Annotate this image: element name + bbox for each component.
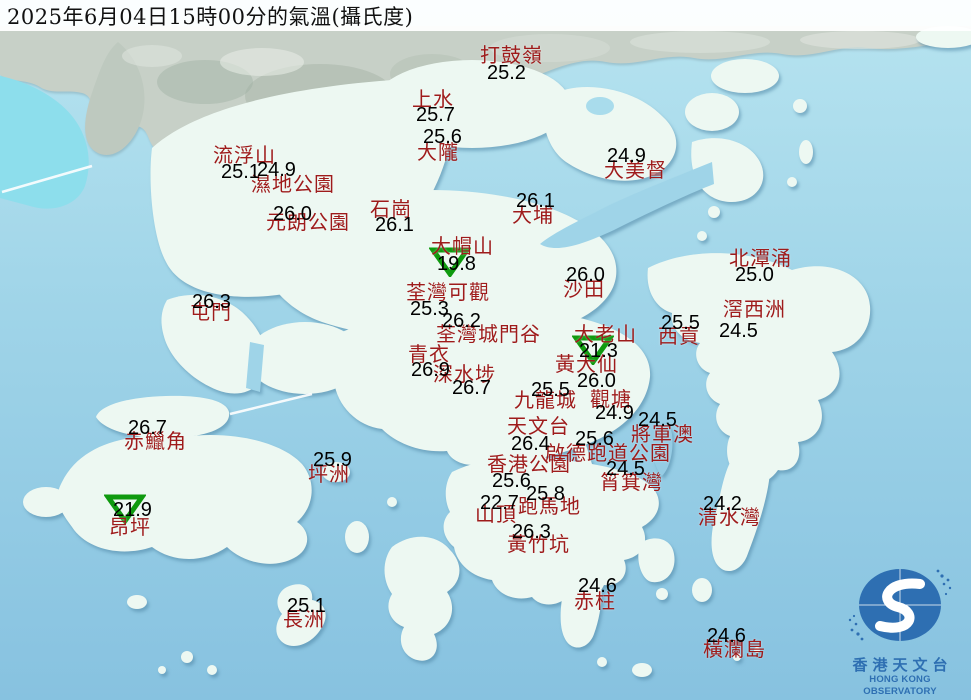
station-name-label: 深水埗	[433, 362, 496, 386]
temperature-value: 26.2	[442, 310, 481, 332]
temperature-value: 26.3	[512, 521, 551, 543]
temperature-value: 24.6	[707, 625, 746, 647]
temperature-value: 25.6	[575, 428, 614, 450]
bridge-lines	[1, 164, 313, 416]
temperature-value: 26.7	[128, 417, 167, 439]
station-name-label: 天文台	[507, 414, 570, 438]
station-name-label: 流浮山	[213, 143, 276, 167]
temperature-value: 26.3	[192, 291, 231, 313]
hko-logo-name-zh: 香港天文台	[852, 655, 953, 674]
station-name-label: 元朗公園	[266, 210, 350, 234]
page-title: 2025年6月04日15時00分的氣溫(攝氏度)	[7, 4, 414, 29]
temperature-value: 25.6	[492, 470, 531, 492]
temperature-value: 24.5	[606, 458, 645, 480]
station-name-label: 橫瀾島	[703, 637, 766, 661]
hko-logo-icon	[848, 568, 952, 641]
temperature-value: 24.9	[595, 402, 634, 424]
station-name-label: 大美督	[604, 158, 667, 182]
temperature-value: 26.0	[273, 203, 312, 225]
hong-kong-land	[23, 26, 971, 677]
title-bar: 2025年6月04日15時00分的氣溫(攝氏度)	[0, 0, 971, 31]
station-name-label: 大老山	[574, 322, 637, 346]
station-name-label: 觀塘	[590, 387, 632, 411]
temperature-value: 24.2	[703, 493, 742, 515]
station-name-label: 昂坪	[109, 515, 151, 539]
station-name-label: 清水灣	[698, 505, 761, 529]
station-name-label: 香港公園	[487, 452, 571, 476]
station-name-label: 長洲	[283, 607, 325, 631]
temperature-value: 26.9	[411, 359, 450, 381]
station-name-label: 筲箕灣	[600, 470, 663, 494]
hko-logo-name-en: HONG KONG OBSERVATORY	[863, 674, 937, 697]
station-name-label: 赤柱	[574, 589, 616, 613]
station-name-label: 跑馬地	[518, 494, 581, 518]
temperature-value: 24.5	[719, 320, 758, 342]
temperature-value: 25.0	[735, 264, 774, 286]
temperature-value: 25.1	[221, 161, 260, 183]
temperature-value: 26.0	[566, 264, 605, 286]
deep-bay-water	[0, 76, 89, 209]
station-name-label: 赤鱲角	[124, 429, 187, 453]
station-name-label: 荃灣城門谷	[436, 322, 541, 346]
temperature-value: 25.2	[487, 62, 526, 84]
temperature-value: 25.5	[661, 312, 700, 334]
temperature-value: 26.4	[511, 433, 550, 455]
station-name-label: 西貢	[658, 324, 700, 348]
temperature-value: 26.7	[452, 377, 491, 399]
temperature-value: 25.3	[410, 298, 449, 320]
temperature-value: 24.9	[257, 159, 296, 181]
station-name-label: 九龍城	[514, 388, 577, 412]
station-name-label: 濕地公園	[251, 172, 335, 196]
station-name-label: 黃竹坑	[507, 532, 570, 556]
station-name-label: 滘西洲	[723, 297, 786, 321]
station-name-label: 大埔	[512, 203, 554, 227]
station-name-label: 坪洲	[308, 462, 350, 486]
min-temp-triangle-icon	[429, 247, 471, 277]
station-name-label: 大隴	[417, 140, 459, 164]
station-name-label: 打鼓嶺	[480, 43, 543, 67]
temperature-value: 21.3	[579, 340, 618, 362]
station-name-label: 大帽山	[431, 234, 494, 258]
hko-logo: 香港天文台 HONG KONG OBSERVATORY	[834, 558, 966, 697]
station-name-label: 石崗	[370, 197, 412, 221]
temperature-value: 25.6	[423, 126, 462, 148]
temperature-value: 25.8	[526, 483, 565, 505]
temperature-value: 26.1	[375, 214, 414, 236]
temperature-value: 25.9	[313, 449, 352, 471]
temperature-value: 25.5	[531, 379, 570, 401]
station-name-label: 青衣	[408, 342, 450, 366]
temperature-value: 19.8	[437, 253, 476, 275]
station-name-label: 啟德跑道公園	[545, 441, 671, 465]
temperature-value: 21.9	[113, 499, 152, 521]
min-temp-triangle-icon	[572, 335, 614, 365]
temperature-value: 25.7	[416, 104, 455, 126]
station-name-label: 山頂	[475, 502, 517, 526]
station-name-label: 荃灣可觀	[406, 280, 490, 304]
station-name-label: 屯門	[190, 300, 232, 324]
station-name-label: 北潭涌	[729, 246, 792, 270]
station-name-label: 黃大仙	[555, 352, 618, 376]
temperature-value: 26.1	[516, 190, 555, 212]
temperature-value: 24.6	[578, 575, 617, 597]
station-name-label: 將軍澳	[631, 422, 694, 446]
temperature-value: 26.0	[577, 370, 616, 392]
temperature-value: 22.7	[480, 492, 519, 514]
station-name-label: 上水	[412, 87, 454, 111]
temperature-value: 25.1	[287, 595, 326, 617]
temperature-value: 24.9	[607, 145, 646, 167]
station-name-label: 沙田	[563, 277, 605, 301]
temperature-value: 24.5	[638, 409, 677, 431]
min-temp-triangle-icon	[104, 494, 146, 524]
